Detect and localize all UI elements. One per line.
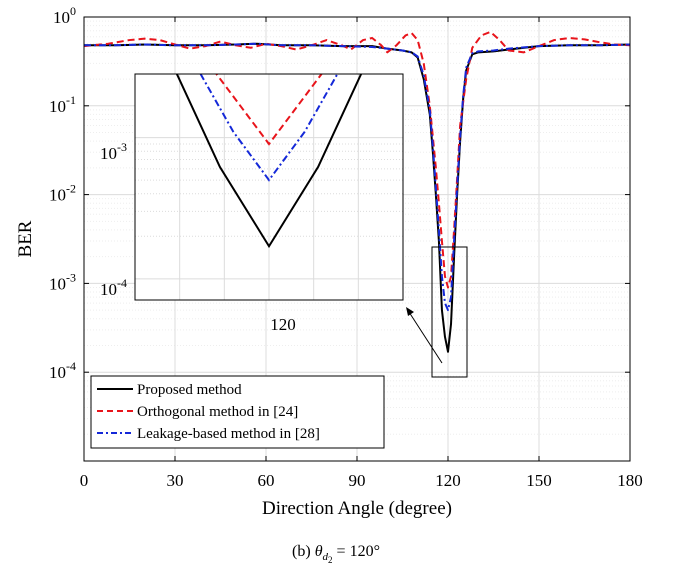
zoom-arrow-head — [406, 307, 414, 316]
y-tick-label: 10-3 — [49, 270, 76, 293]
legend-label-leakage: Leakage-based method in [28] — [137, 426, 320, 442]
x-tick-label: 0 — [80, 471, 89, 490]
legend-label-proposed: Proposed method — [137, 382, 242, 398]
inset-x-tick-label: 120 — [270, 315, 296, 334]
x-tick-label: 60 — [258, 471, 275, 490]
series-line-2 — [84, 42, 630, 312]
y-tick-labels: 100 10-1 10-2 10-3 10-4 — [49, 4, 76, 382]
legend-box — [90, 375, 385, 449]
series-layer — [84, 30, 630, 353]
zoom-arrow-line — [408, 311, 443, 364]
tick-marks — [83, 16, 631, 461]
inset-series-line-1 — [215, 74, 323, 146]
x-tick-label: 180 — [617, 471, 643, 490]
x-tick-label: 120 — [435, 471, 461, 490]
y-tick-label: 10-4 — [49, 359, 76, 382]
inset-gridlines — [135, 74, 403, 300]
inset-series-line-2 — [199, 74, 339, 182]
inset-series — [175, 74, 363, 249]
figure-caption: (b) θd2 = 120° — [292, 543, 380, 565]
x-tick-label: 150 — [526, 471, 552, 490]
x-tick-label: 90 — [349, 471, 366, 490]
x-axis-label: Direction Angle (degree) — [262, 498, 452, 519]
zoom-region-box — [431, 246, 468, 378]
legend-label-orthogonal: Orthogonal method in [24] — [137, 404, 298, 420]
y-tick-label: 10-2 — [49, 182, 76, 205]
y-tick-label: 10-1 — [49, 93, 76, 116]
inset-plot: 120 10-3 10-4 — [100, 73, 404, 334]
x-tick-label: 30 — [167, 471, 184, 490]
series-line-1 — [84, 30, 630, 289]
inset-series-line-0 — [175, 74, 363, 249]
x-tick-labels: 0 30 60 90 120 150 180 — [80, 471, 643, 490]
inset-y-tick-label: 10-4 — [100, 276, 127, 299]
inset-y-tick-label-upper: 10-3 — [100, 140, 127, 163]
y-tick-label: 100 — [53, 4, 76, 27]
legend: Proposed method Orthogonal method in [24… — [90, 375, 385, 449]
inset-frame — [134, 73, 404, 301]
y-axis-label: BER — [15, 220, 36, 257]
